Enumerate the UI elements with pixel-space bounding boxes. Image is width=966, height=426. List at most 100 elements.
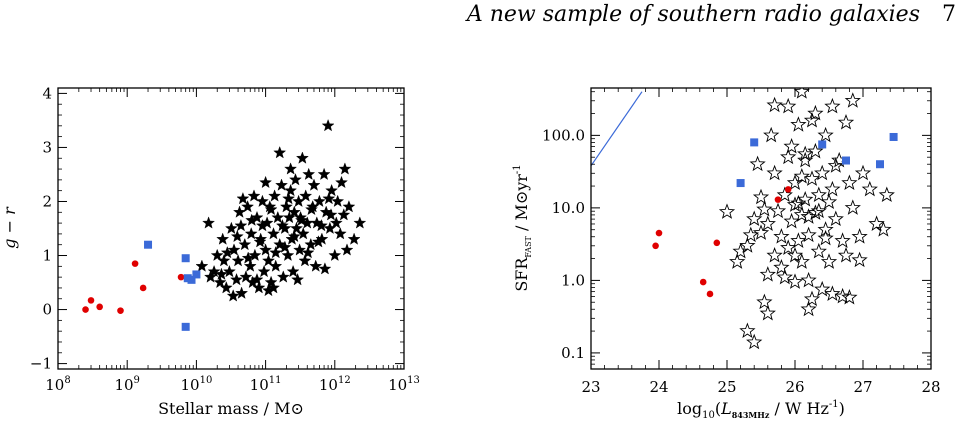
star-marker <box>299 189 313 202</box>
star-marker <box>325 183 339 197</box>
star-marker <box>786 247 804 263</box>
star-marker <box>241 251 255 264</box>
star-marker <box>284 183 298 197</box>
star-marker <box>342 200 356 213</box>
star-marker <box>302 167 316 180</box>
star-marker <box>752 188 770 205</box>
star-marker <box>289 173 302 186</box>
star-marker <box>291 273 305 286</box>
star-marker <box>335 175 348 189</box>
circle-marker <box>117 307 124 314</box>
x-tick-label: 108 <box>45 375 70 394</box>
star-marker <box>253 235 267 248</box>
star-marker <box>800 271 817 288</box>
star-marker <box>267 227 280 240</box>
star-marker <box>793 253 810 269</box>
star-marker <box>810 186 827 203</box>
star-marker <box>756 200 773 217</box>
star-marker <box>854 164 872 181</box>
star-marker <box>269 246 283 259</box>
star-marker <box>780 97 797 114</box>
circle-marker <box>131 260 139 267</box>
star-marker <box>797 151 814 168</box>
star-marker <box>328 248 342 261</box>
y-axis-label: g − r <box>0 206 19 249</box>
x-tick-label: 1012 <box>319 375 351 394</box>
x-tick-label: 27 <box>853 378 872 396</box>
star-marker <box>279 200 293 213</box>
star-marker <box>269 259 283 272</box>
star-marker <box>790 232 807 248</box>
star-marker <box>301 246 315 259</box>
star-marker <box>217 254 231 267</box>
square-marker <box>144 240 153 249</box>
star-marker <box>803 112 821 128</box>
star-marker <box>817 229 834 246</box>
circle-marker <box>655 229 663 237</box>
star-marker <box>214 267 228 280</box>
star-marker <box>749 155 766 172</box>
star-marker <box>296 227 310 240</box>
star-marker <box>817 126 834 143</box>
star-marker <box>861 180 878 197</box>
square-marker <box>876 160 884 169</box>
star-marker <box>233 205 246 218</box>
y-tick-label: 4 <box>42 84 52 102</box>
star-marker <box>759 304 776 321</box>
star-marker <box>230 273 243 286</box>
star-marker <box>817 221 834 237</box>
star-marker <box>287 205 301 218</box>
star-marker <box>207 264 221 278</box>
star-marker <box>282 210 296 224</box>
star-marker <box>295 151 309 164</box>
x-tick-label: 1010 <box>180 375 212 394</box>
star-marker <box>827 157 844 173</box>
star-marker <box>756 293 773 310</box>
star-marker <box>281 248 295 261</box>
star-marker <box>255 194 269 207</box>
star-marker <box>331 194 345 207</box>
star-marker <box>219 281 233 294</box>
star-marker <box>841 174 858 191</box>
square-marker <box>842 156 850 165</box>
star-marker <box>235 286 249 299</box>
x-tick-label: 25 <box>717 378 736 396</box>
x-tick-label: 23 <box>581 378 600 396</box>
star-marker <box>810 202 827 219</box>
star-marker <box>837 247 855 263</box>
star-marker <box>290 221 303 234</box>
plot-frame <box>590 87 932 370</box>
star-marker <box>803 170 821 186</box>
star-marker <box>241 200 255 213</box>
star-marker <box>878 186 895 203</box>
star-marker <box>259 175 273 189</box>
star-marker <box>305 202 318 216</box>
star-marker <box>313 194 326 207</box>
y-tick-label: 100.0 <box>542 126 585 144</box>
square-marker <box>192 270 201 279</box>
star-marker <box>271 210 285 224</box>
y-tick-label: 3 <box>42 138 52 156</box>
star-marker <box>766 96 783 113</box>
star-marker <box>742 226 759 243</box>
star-marker <box>257 264 271 278</box>
star-marker <box>793 168 810 184</box>
star-marker <box>338 162 352 175</box>
panel-radio-sfr: 23 24 25 26 27 28 0.1 1.0 10.0 100.0 log10(L843MH… <box>512 87 941 421</box>
star-marker <box>769 202 787 219</box>
square-marker <box>818 140 827 149</box>
star-marker <box>239 270 253 283</box>
running-head: A new sample of southern radio galaxies 7 <box>467 2 956 27</box>
star-marker <box>324 208 338 221</box>
y-tick-label: 1.0 <box>561 271 585 289</box>
star-marker <box>264 275 278 289</box>
circle-marker <box>96 303 103 311</box>
star-marker <box>732 242 749 259</box>
star-marker <box>337 208 351 221</box>
star-marker <box>333 227 347 240</box>
x-tick-label: 26 <box>785 378 804 396</box>
star-marker <box>318 262 332 275</box>
star-marker <box>245 213 259 226</box>
star-marker <box>875 221 892 237</box>
star-marker <box>800 300 817 317</box>
